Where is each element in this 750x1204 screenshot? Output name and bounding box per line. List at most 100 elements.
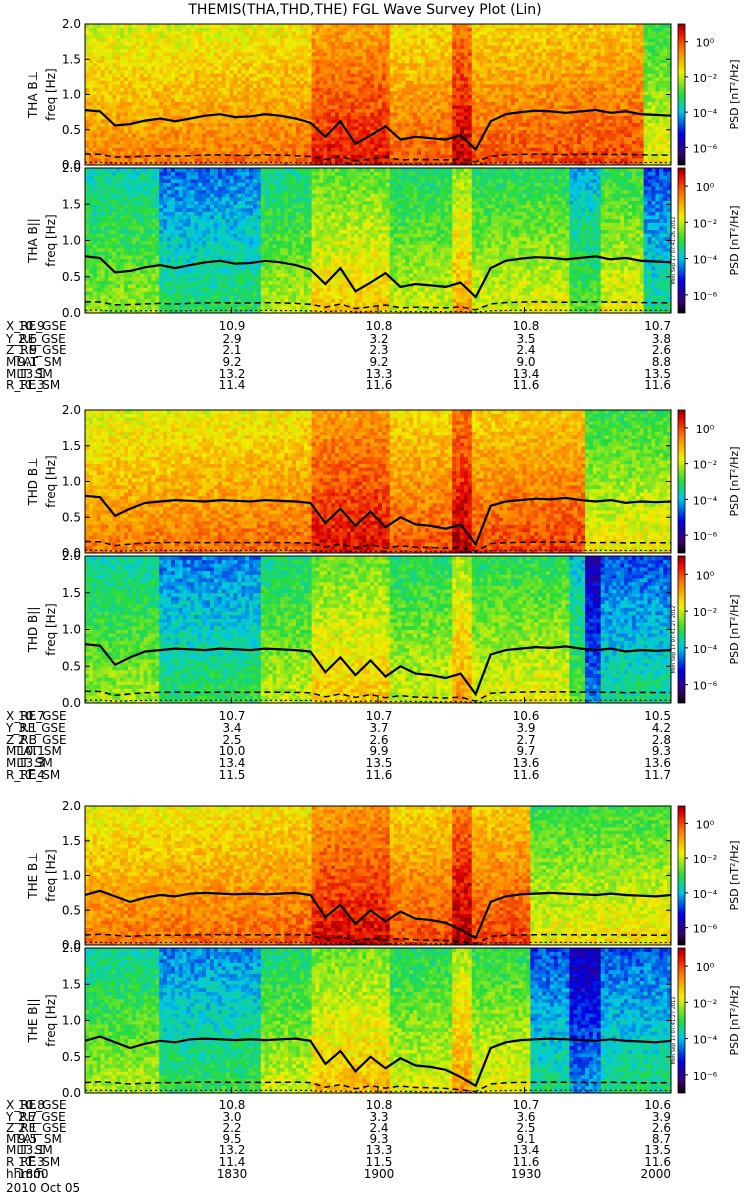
plot-timestamp: Mon Sep 17 07:41:27 2012	[671, 997, 677, 1065]
panel-ylabel: THD B||	[26, 607, 40, 654]
ephemeris-value: 10.8	[366, 319, 393, 333]
colorbar	[678, 948, 685, 1093]
colorbar-tick-label: 10⁻⁴	[693, 1034, 718, 1047]
y-tick-label: 0.5	[62, 123, 81, 137]
time-tick-label: 1830	[217, 1167, 248, 1181]
colorbar-tick-label: 10⁻⁴	[693, 643, 718, 656]
y-tick-label: 1.0	[62, 234, 81, 248]
colorbar-tick-label: 10⁰	[696, 181, 715, 194]
ephemeris-value: 11.6	[366, 768, 393, 782]
y-tick-label: 2.0	[62, 941, 81, 955]
ephemeris-value: 11.4	[219, 378, 246, 392]
ephemeris-value: 10.8	[513, 319, 540, 333]
spectrogram-tha-perp	[85, 24, 671, 165]
panel-freq-label: freq [Hz]	[44, 214, 58, 266]
ephemeris-value: 11.6	[366, 378, 393, 392]
date-label: 2010 Oct 05	[6, 1181, 80, 1195]
colorbar-tick-label: 10⁻²	[693, 997, 717, 1010]
y-tick-label: 1.5	[62, 834, 81, 848]
y-tick-label: 2.0	[62, 17, 81, 31]
colorbar-tick-label: 10⁻²	[693, 459, 717, 472]
y-tick-label: 0.5	[62, 903, 81, 917]
colorbar-label: PSD [nT²/Hz]	[728, 594, 741, 664]
colorbar-tick-label: 10⁻⁴	[693, 888, 718, 901]
colorbar	[678, 806, 685, 945]
panel-ylabel: THA B||	[26, 218, 40, 264]
time-tick-label: 2000	[640, 1167, 671, 1181]
panel-freq-label: freq [Hz]	[44, 994, 58, 1046]
spectrogram-the-perp	[85, 806, 671, 945]
ephemeris-value: 11.4	[18, 768, 45, 782]
y-tick-label: 1.5	[62, 586, 81, 600]
colorbar-tick-label: 10⁻⁴	[693, 494, 718, 507]
colorbar-tick-label: 10⁻⁶	[693, 142, 718, 155]
colorbar-tick-label: 10⁰	[696, 423, 715, 436]
figure-title: THEMIS(THA,THD,THE) FGL Wave Survey Plot…	[187, 2, 541, 18]
figure-canvas: THEMIS(THA,THD,THE) FGL Wave Survey Plot…	[0, 0, 750, 1200]
colorbar-tick-label: 10⁰	[696, 569, 715, 582]
colorbar-tick-label: 10⁰	[696, 818, 715, 831]
y-tick-label: 1.5	[62, 977, 81, 991]
panel-ylabel: THE B||	[26, 998, 40, 1043]
colorbar	[678, 410, 685, 553]
ephemeris-value: 11.6	[513, 768, 540, 782]
plot-timestamp: Mon Sep 17 07:41:26 2012	[671, 217, 677, 285]
ephemeris-value: 11.6	[644, 378, 671, 392]
colorbar-tick-label: 10⁻⁴	[693, 107, 718, 120]
spectrogram-the-par	[85, 948, 671, 1093]
colorbar-label: PSD [nT²/Hz]	[728, 840, 741, 910]
colorbar-label: PSD [nT²/Hz]	[728, 446, 741, 516]
ephemeris-value: 11.6	[513, 378, 540, 392]
colorbar-tick-label: 10⁻²	[693, 72, 717, 85]
ephemeris-value: 10.9	[219, 319, 246, 333]
y-tick-label: 1.0	[62, 623, 81, 637]
y-tick-label: 1.0	[62, 1014, 81, 1028]
colorbar-tick-label: 10⁰	[696, 961, 715, 974]
ephemeris-value: 11.5	[219, 768, 246, 782]
panel-ylabel: THA B⊥	[26, 71, 40, 119]
y-tick-label: 2.0	[62, 403, 81, 417]
panel-freq-label: freq [Hz]	[44, 603, 58, 655]
colorbar-tick-label: 10⁻²	[693, 853, 717, 866]
y-tick-label: 0.5	[62, 510, 81, 524]
y-tick-label: 2.0	[62, 549, 81, 563]
y-tick-label: 2.0	[62, 161, 81, 175]
panel-freq-label: freq [Hz]	[44, 849, 58, 901]
y-tick-label: 1.0	[62, 869, 81, 883]
spectrogram-thd-par	[85, 556, 671, 703]
wave-survey-figure: THEMIS(THA,THD,THE) FGL Wave Survey Plot…	[0, 0, 750, 1200]
y-tick-label: 0.0	[62, 696, 81, 710]
colorbar-tick-label: 10⁻⁶	[693, 923, 718, 936]
y-tick-label: 0.0	[62, 306, 81, 320]
colorbar-tick-label: 10⁰	[696, 37, 715, 50]
panel-ylabel: THE B⊥	[26, 852, 40, 899]
colorbar-tick-label: 10⁻⁶	[693, 1070, 718, 1083]
time-tick-label: 1800	[18, 1167, 49, 1181]
ephemeris-value: 10.7	[644, 319, 671, 333]
colorbar-tick-label: 10⁻⁶	[693, 680, 718, 693]
time-tick-label: 1900	[364, 1167, 395, 1181]
colorbar	[678, 24, 685, 165]
colorbar-label: PSD [nT²/Hz]	[728, 985, 741, 1055]
y-tick-label: 1.5	[62, 52, 81, 66]
ephemeris-value: 10.9	[18, 319, 45, 333]
y-tick-label: 0.5	[62, 1050, 81, 1064]
plot-timestamp: Mon Sep 17 07:41:27 2012	[671, 606, 677, 674]
panel-freq-label: freq [Hz]	[44, 455, 58, 507]
colorbar-tick-label: 10⁻⁶	[693, 290, 718, 303]
y-tick-label: 1.5	[62, 197, 81, 211]
ephemeris-value: 11.3	[18, 378, 45, 392]
colorbar-tick-label: 10⁻²	[693, 217, 717, 230]
y-tick-label: 1.0	[62, 88, 81, 102]
y-tick-label: 1.5	[62, 439, 81, 453]
colorbar-tick-label: 10⁻²	[693, 606, 717, 619]
time-tick-label: 1930	[511, 1167, 542, 1181]
y-tick-label: 0.5	[62, 270, 81, 284]
spectrogram-tha-par	[85, 168, 671, 313]
y-tick-label: 1.0	[62, 475, 81, 489]
colorbar-label: PSD [nT²/Hz]	[728, 59, 741, 129]
y-tick-label: 0.5	[62, 659, 81, 673]
spectrogram-thd-perp	[85, 410, 671, 553]
colorbar-tick-label: 10⁻⁴	[693, 254, 718, 267]
colorbar-tick-label: 10⁻⁶	[693, 530, 718, 543]
